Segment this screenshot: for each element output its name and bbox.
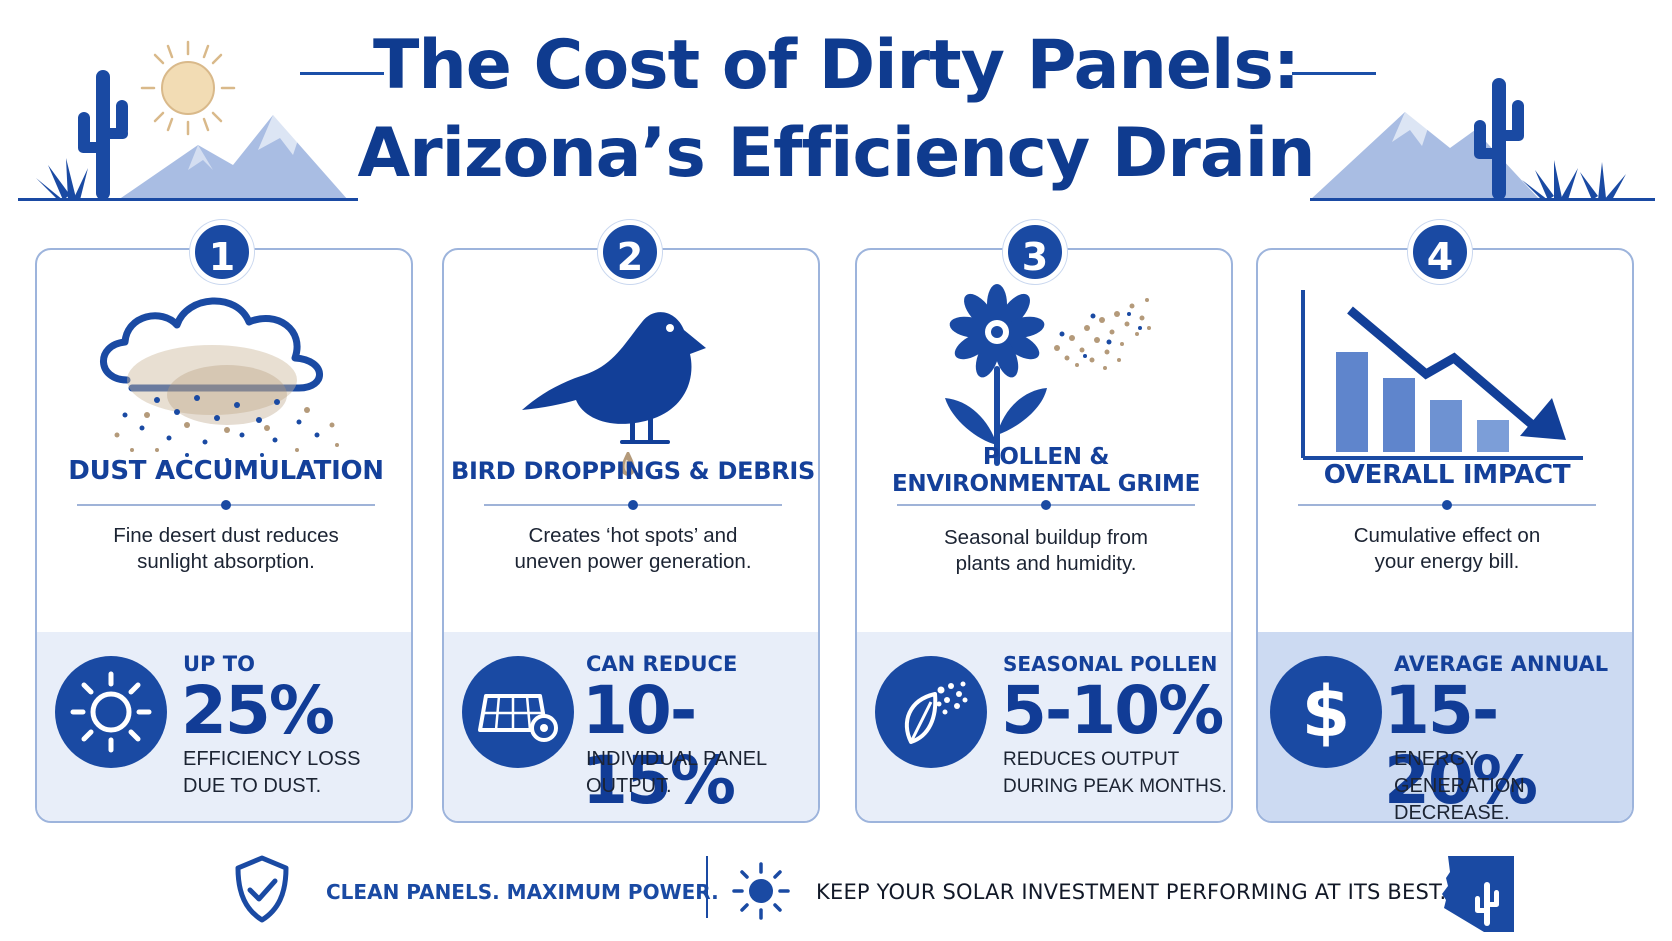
- stat-label-bottom: REDUCES OUTPUT DURING PEAK MONTHS.: [1003, 749, 1227, 797]
- step-badge-2: 2: [598, 220, 662, 284]
- solar-panel-icon: [462, 656, 574, 768]
- card-heading: BIRD DROPPINGS & DEBRIS: [450, 457, 815, 485]
- mountain-icon: [1310, 112, 1540, 200]
- agave-icon: [36, 158, 88, 200]
- desert-scene-right: [1310, 78, 1655, 201]
- cactus-icon: [1474, 78, 1524, 200]
- agave-icon: [1522, 160, 1626, 200]
- card-heading: OVERALL IMPACT: [1323, 460, 1571, 490]
- stat-label-top: CAN REDUCE: [586, 652, 738, 676]
- mountain-icon: [118, 115, 348, 200]
- stat-value: 15-20%: [1384, 672, 1538, 819]
- stat-label-bottom: INDIVIDUAL PANEL OUTPUT.: [586, 748, 768, 797]
- declining-bar-chart-icon: [1301, 290, 1583, 460]
- stat-label-top: AVERAGE ANNUAL: [1394, 652, 1609, 676]
- stat-value: 5-10%: [1001, 672, 1224, 749]
- step-badge-1: 1: [190, 220, 254, 284]
- dust-cloud-icon: [100, 297, 339, 462]
- card-heading: DUST ACCUMULATION: [68, 456, 384, 486]
- stat-value: 10-15%: [582, 672, 736, 819]
- title-rule-left: [300, 72, 384, 75]
- sun-icon: [140, 40, 236, 136]
- sun-icon: [55, 656, 167, 768]
- page-title: The Cost of Dirty Panels: Arizona’s Effi…: [0, 22, 1672, 198]
- footer-message: KEEP YOUR SOLAR INVESTMENT PERFORMING AT…: [816, 880, 1447, 904]
- footer-bar: CLEAN PANELS. MAXIMUM POWER. KEEP YOUR S…: [0, 852, 1672, 932]
- title-rule-right: [1292, 72, 1376, 75]
- title-line-2: Arizona’s Efficiency Drain: [357, 114, 1315, 193]
- dollar-icon: $: [1270, 656, 1382, 768]
- card-divider-dot: [221, 500, 231, 510]
- leaf-pollen-icon: [875, 656, 987, 768]
- card-dust-accumulation: DUST ACCUMULATION Fine desert dust reduc…: [35, 248, 413, 823]
- card-pollen-grime: POLLEN & ENVIRONMENTAL GRIME Seasonal bu…: [855, 248, 1233, 823]
- stat-panel: UP TO 25% EFFICIENCY LOSS DUE TO DUST.: [37, 632, 411, 821]
- title-line-1: The Cost of Dirty Panels:: [372, 26, 1300, 105]
- card-description: Fine desert dust reduces sunlight absorp…: [113, 524, 339, 573]
- shield-check-icon: [235, 855, 289, 923]
- card-heading: POLLEN & ENVIRONMENTAL GRIME: [891, 444, 1201, 497]
- card-description: Cumulative effect on your energy bill.: [1353, 524, 1541, 573]
- card-divider-dot: [1442, 500, 1452, 510]
- bird-icon: [522, 312, 706, 476]
- stat-panel: $ AVERAGE ANNUAL 15-20% ENERGY GENERATIO…: [1258, 632, 1632, 823]
- cactus-icon: [78, 70, 128, 200]
- footer-separator: [706, 856, 708, 918]
- stat-label-top: SEASONAL POLLEN: [1003, 652, 1218, 676]
- stat-label-top: UP TO: [183, 652, 255, 676]
- svg-text:$: $: [1302, 671, 1351, 753]
- stat-label-bottom: EFFICIENCY LOSS DUE TO DUST.: [183, 748, 361, 797]
- step-badge-3: 3: [1003, 220, 1067, 284]
- arizona-map-icon: [1442, 856, 1514, 932]
- card-description: Seasonal buildup from plants and humidit…: [944, 526, 1148, 575]
- stat-label-bottom: ENERGY GENERATION DECREASE.: [1394, 748, 1525, 823]
- flower-icon: [945, 284, 1151, 466]
- stat-panel: SEASONAL POLLEN 5-10% REDUCES OUTPUT DUR…: [857, 632, 1231, 821]
- card-description: Creates ‘hot spots’ and uneven power gen…: [514, 524, 752, 573]
- card-divider-dot: [1041, 500, 1051, 510]
- sun-icon: [732, 862, 790, 920]
- card-bird-droppings: BIRD DROPPINGS & DEBRIS Creates ‘hot spo…: [442, 248, 820, 823]
- stat-value: 25%: [181, 672, 335, 749]
- desert-scene-left: [18, 40, 358, 201]
- step-badge-4: 4: [1408, 220, 1472, 284]
- footer-tagline: CLEAN PANELS. MAXIMUM POWER.: [326, 880, 719, 904]
- stat-panel: CAN REDUCE 10-15% INDIVIDUAL PANEL OUTPU…: [444, 632, 818, 821]
- card-divider-dot: [628, 500, 638, 510]
- card-overall-impact: OVERALL IMPACT Cumulative effect on your…: [1256, 248, 1634, 823]
